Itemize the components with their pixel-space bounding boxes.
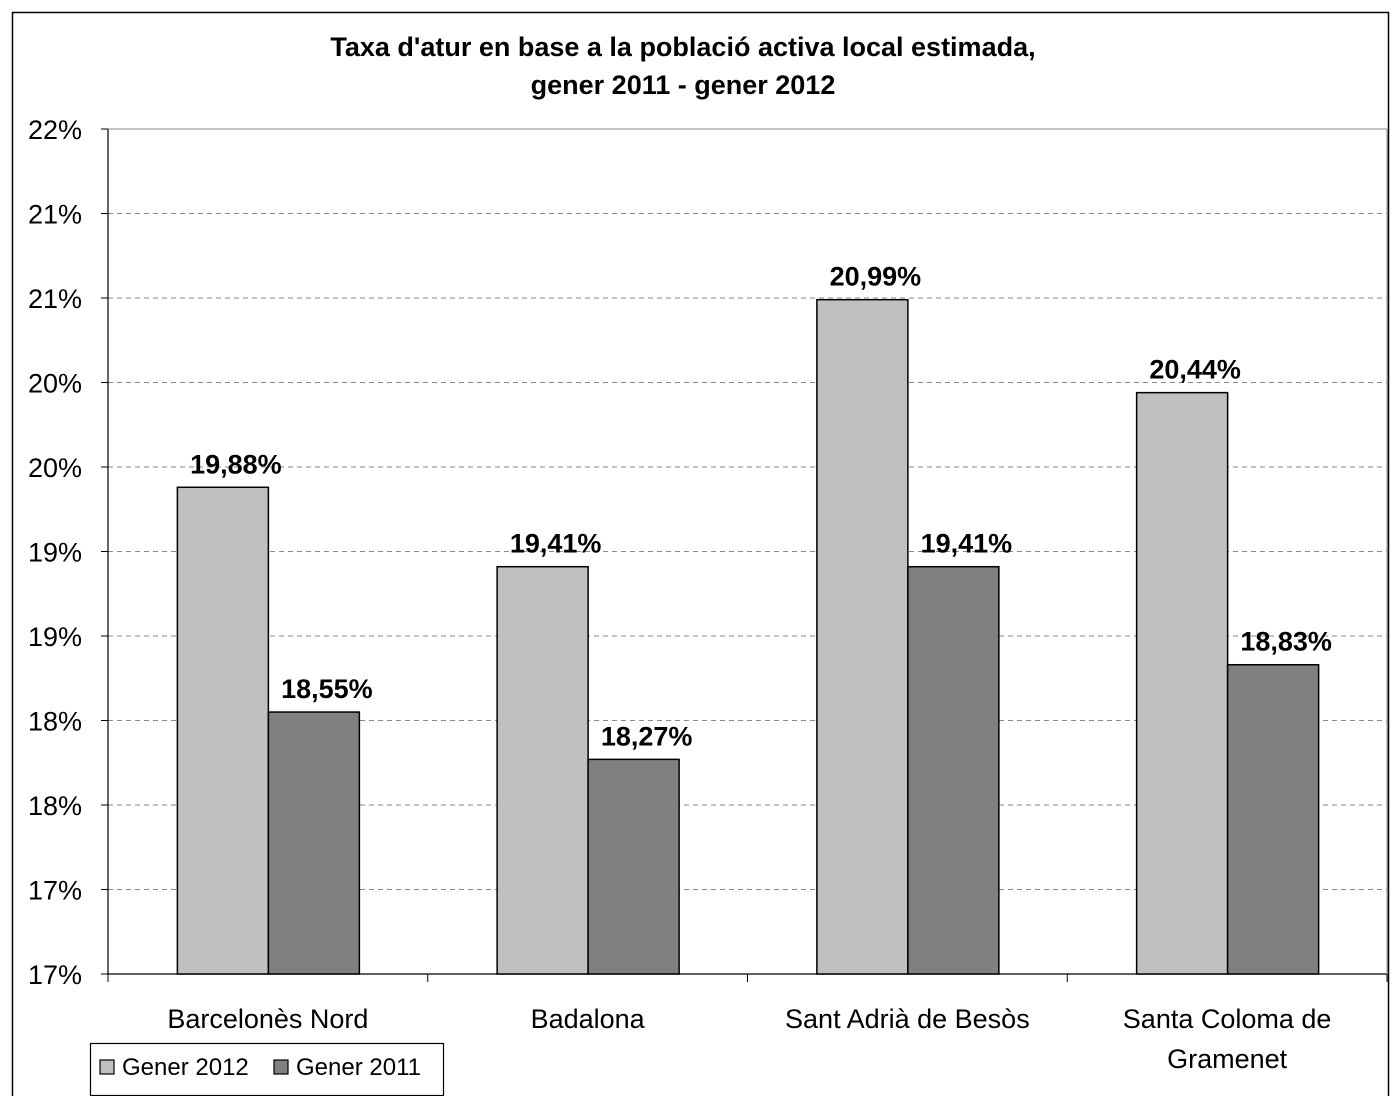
- y-tick-label: 18%: [28, 707, 82, 737]
- y-tick-label: 19%: [28, 622, 82, 652]
- data-label: 20,44%: [1149, 355, 1241, 385]
- x-category-label: Sant Adrià de Besòs: [785, 1004, 1030, 1034]
- y-tick-label: 18%: [28, 791, 82, 821]
- data-label: 19,41%: [921, 529, 1013, 559]
- chart-title-line: gener 2011 - gener 2012: [531, 70, 836, 100]
- bar-gener-2011: [907, 565, 1000, 975]
- bar-gener-2012: [176, 486, 270, 975]
- y-tick-label: 22%: [28, 115, 82, 145]
- y-tick-label: 17%: [28, 960, 82, 990]
- x-category-label: Gramenet: [1167, 1044, 1288, 1074]
- bar-gener-2011: [1226, 663, 1320, 975]
- bar-gener-2012: [1135, 391, 1229, 975]
- legend-label: Gener 2011: [296, 1054, 421, 1081]
- x-category-label: Santa Coloma de: [1123, 1004, 1332, 1034]
- chart-title-line: Taxa d'atur en base a la població activa…: [330, 32, 1035, 62]
- bar-gener-2011: [587, 758, 680, 975]
- bar-gener-2011: [267, 711, 361, 975]
- legend-label: Gener 2012: [122, 1054, 249, 1081]
- legend-swatch: [99, 1059, 115, 1075]
- legend-swatch: [273, 1059, 289, 1075]
- bar-gener-2012: [816, 298, 909, 975]
- data-label: 18,83%: [1240, 627, 1332, 657]
- y-tick-label: 17%: [28, 876, 82, 906]
- data-label: 20,99%: [830, 262, 922, 292]
- data-label: 19,88%: [190, 449, 282, 479]
- y-tick-label: 21%: [28, 284, 82, 314]
- data-label: 18,27%: [601, 721, 693, 751]
- x-category-label: Badalona: [531, 1004, 646, 1034]
- legend-box: [89, 1042, 445, 1097]
- x-category-label: Barcelonès Nord: [167, 1004, 368, 1034]
- y-tick-label: 20%: [28, 453, 82, 483]
- data-label: 19,41%: [510, 529, 602, 559]
- data-label: 18,55%: [281, 674, 373, 704]
- bar-gener-2012: [496, 565, 589, 975]
- y-tick-label: 21%: [28, 200, 82, 230]
- y-tick-label: 20%: [28, 369, 82, 399]
- y-tick-label: 19%: [28, 538, 82, 568]
